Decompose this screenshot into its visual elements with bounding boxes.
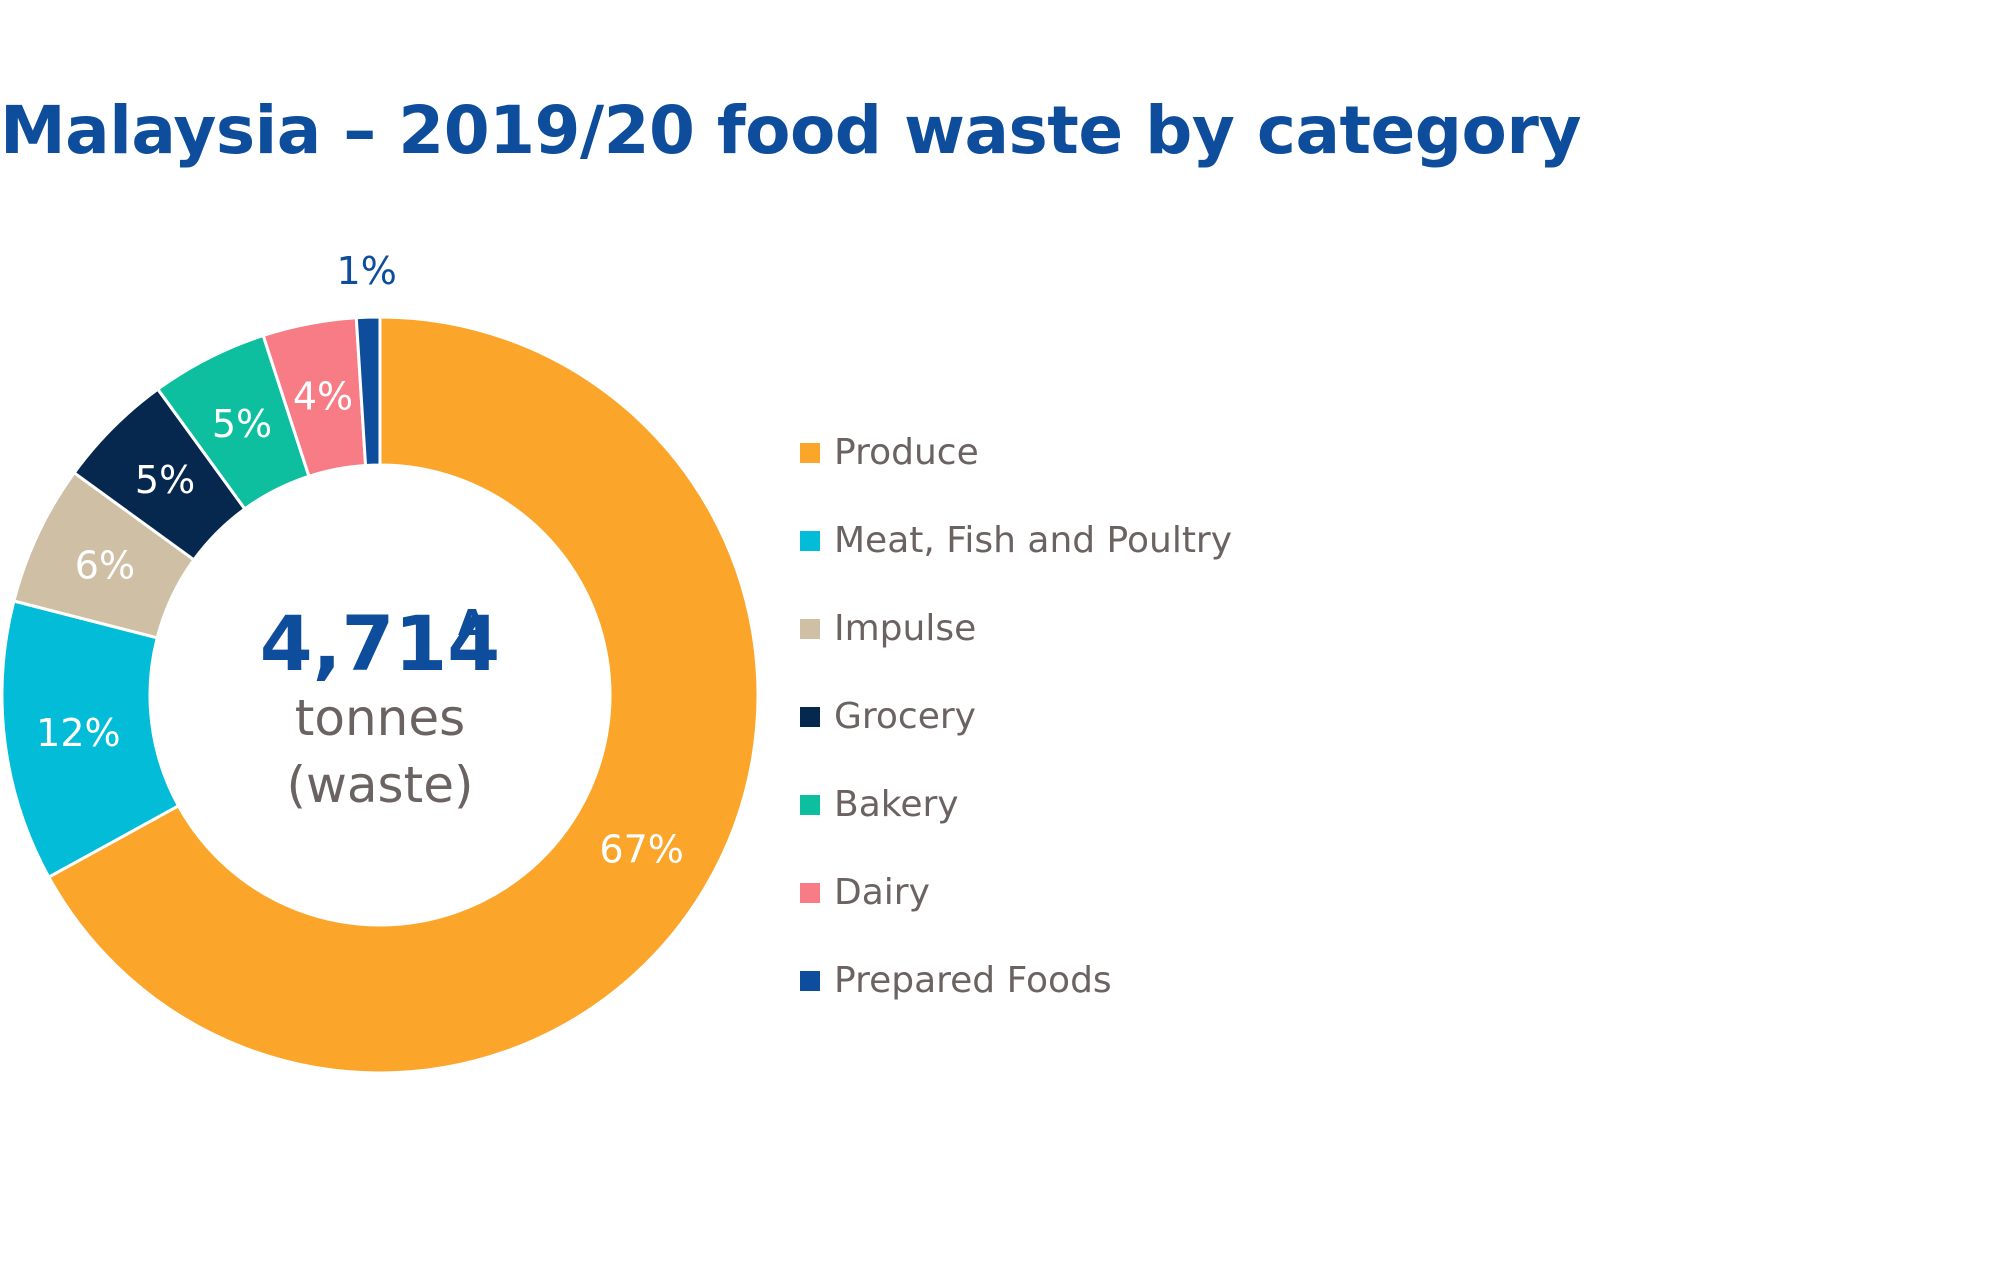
slice-produce (46, 315, 760, 1075)
slice-label-meat-fish-and-poultry: 12% (36, 711, 120, 755)
legend-item-dairy: Dairy (800, 866, 1232, 954)
legend-item-grocery: Grocery (800, 690, 1232, 778)
legend-label: Dairy (834, 872, 930, 913)
legend-label: Produce (834, 432, 979, 473)
center-unit-label: tonnes (295, 689, 465, 747)
legend-label: Impulse (834, 608, 977, 649)
legend-swatch (800, 795, 820, 815)
slice-prepared-foods (354, 315, 382, 468)
legend-swatch (800, 619, 820, 639)
legend-item-meat-fish-and-poultry: Meat, Fish and Poultry (800, 514, 1232, 602)
donut-center: 4,714 Δ tonnes (waste) (260, 599, 500, 814)
center-total-value: 4,714 (260, 599, 500, 688)
slice-label-produce: 67% (599, 828, 683, 872)
donut-slice-labels: 67%12%6%5%5%4%1% (36, 249, 684, 872)
slice-label-grocery: 5% (135, 458, 195, 502)
legend-swatch (800, 971, 820, 991)
slice-label-dairy: 4% (293, 374, 353, 418)
legend-item-produce: Produce (800, 426, 1232, 514)
legend-label: Bakery (834, 784, 959, 825)
slice-label-bakery: 5% (212, 402, 272, 446)
slice-label-impulse: 6% (75, 544, 135, 588)
center-qualifier-label: (waste) (287, 756, 474, 814)
legend-item-impulse: Impulse (800, 602, 1232, 690)
legend-label: Grocery (834, 696, 976, 737)
chart-title: Malaysia – 2019/20 food waste by categor… (0, 92, 1581, 169)
legend-item-prepared-foods: Prepared Foods (800, 954, 1232, 1042)
legend-label: Prepared Foods (834, 960, 1112, 1001)
legend-swatch (800, 531, 820, 551)
center-delta-marker: Δ (458, 603, 486, 644)
legend-item-bakery: Bakery (800, 778, 1232, 866)
legend-label: Meat, Fish and Poultry (834, 520, 1233, 561)
legend-swatch (800, 443, 820, 463)
donut-slices (0, 315, 760, 1075)
legend-swatch (800, 707, 820, 727)
chart-legend: Produce Meat, Fish and Poultry Impulse Groc… (800, 426, 1232, 1042)
legend-swatch (800, 883, 820, 903)
slice-label-prepared-foods: 1% (337, 249, 397, 293)
